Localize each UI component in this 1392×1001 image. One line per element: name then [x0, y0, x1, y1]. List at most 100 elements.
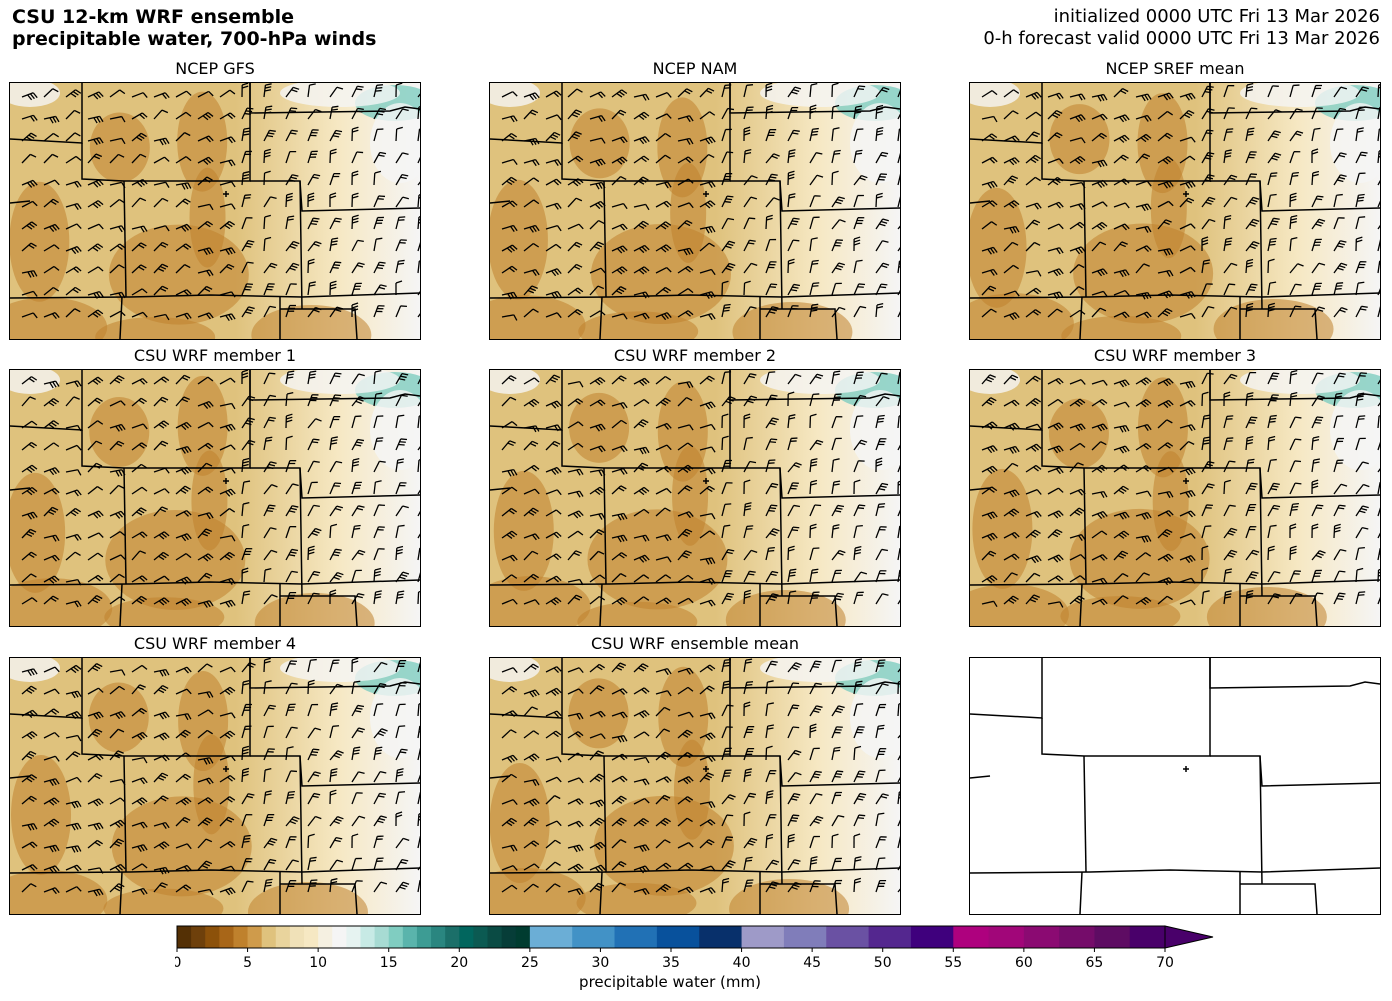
wind-barb [1091, 290, 1108, 297]
wind-barb [831, 196, 845, 208]
state-border [249, 658, 420, 689]
wind-barb [501, 375, 517, 385]
wind-barb [131, 112, 148, 120]
wind-barb [285, 283, 297, 296]
wind-barb [1333, 392, 1343, 407]
wind-barb [1069, 264, 1085, 274]
colorbar-swatch [1023, 926, 1060, 948]
wind-barb [633, 554, 650, 563]
colorbar-swatch [402, 926, 418, 948]
wind-barb [1113, 424, 1130, 433]
wind-barb [241, 171, 250, 186]
wind-barb [219, 402, 236, 410]
wind-barb [523, 753, 540, 762]
wind-barb [1135, 552, 1152, 561]
wind-barb [43, 312, 60, 320]
wind-barb [897, 728, 900, 739]
wind-barb [131, 777, 148, 785]
wind-barbs [501, 658, 900, 896]
wind-barb [1201, 259, 1211, 274]
wind-barb [523, 689, 540, 698]
wind-barb [263, 790, 272, 805]
wind-barb [787, 239, 800, 252]
wind-barb [87, 309, 104, 318]
wind-barb [417, 546, 420, 561]
dry-area [576, 883, 697, 914]
wind-barb [351, 549, 366, 561]
wind-barb [523, 177, 540, 186]
wind-barb [153, 841, 170, 850]
wind-barb [567, 263, 583, 274]
wind-barb [981, 285, 997, 296]
wind-barb [853, 571, 868, 583]
wind-barb [809, 793, 823, 805]
wind-barb [611, 711, 628, 719]
wind-barb [589, 423, 606, 432]
wind-barb [743, 239, 756, 252]
wind-barb [87, 266, 104, 274]
wind-barb [373, 460, 386, 473]
wind-barb [1333, 437, 1344, 451]
colorbar-swatch [614, 926, 658, 948]
wind-barb [109, 400, 126, 407]
wind-barb [285, 703, 296, 717]
colorbar-swatch [953, 926, 990, 948]
wind-barb [329, 172, 341, 186]
wind-barbs [21, 83, 420, 322]
wind-barb [131, 423, 148, 430]
wind-barb [589, 529, 605, 539]
wind-barb [743, 413, 751, 429]
wind-barb [743, 589, 751, 605]
wind-barb [611, 512, 628, 521]
wind-barb [307, 545, 315, 561]
wind-barb [65, 845, 82, 853]
colorbar-swatch [332, 926, 347, 948]
wind-barb [567, 798, 584, 806]
wind-barb [329, 659, 340, 673]
wind-barb [197, 600, 214, 608]
wind-barb [87, 773, 103, 783]
wind-barb [1245, 458, 1255, 473]
moist-area [370, 103, 420, 183]
wind-barb [1289, 482, 1302, 495]
wind-barb [633, 155, 650, 164]
wind-barb [853, 877, 862, 893]
wind-barb [765, 814, 777, 827]
wind-barb [131, 844, 148, 853]
wind-barb [1355, 86, 1369, 98]
colorbar-tick-label: 5 [243, 955, 252, 971]
wind-barb [285, 660, 297, 673]
wind-barb [721, 195, 734, 208]
wind-barb [501, 667, 518, 674]
wind-barb [241, 590, 251, 605]
wind-barb [87, 552, 104, 561]
state-border [970, 487, 991, 491]
wind-barb [395, 659, 407, 673]
wind-barb [21, 551, 37, 561]
wind-barb [897, 370, 900, 385]
wind-barb [1025, 91, 1042, 100]
wind-barb [655, 154, 671, 164]
wind-barb [809, 815, 824, 827]
wind-barb [567, 398, 584, 407]
state-border [1079, 583, 1083, 626]
wind-barb [153, 821, 170, 829]
dry-area [95, 316, 216, 339]
wind-barb [1003, 264, 1019, 274]
wind-barb [743, 196, 758, 208]
wind-barb [633, 136, 650, 145]
dry-area [970, 187, 1027, 308]
wind-barb [567, 241, 583, 252]
title-line-2: precipitable water, 700-hPa winds [12, 28, 377, 50]
wind-barb [611, 419, 627, 429]
colorbar-swatch [826, 926, 870, 948]
wind-barb [501, 265, 518, 274]
wind-barb [655, 507, 671, 517]
wind-barb [1179, 490, 1196, 498]
wind-barb [1377, 482, 1380, 495]
wind-barb [1289, 416, 1302, 429]
wind-barb [501, 884, 518, 893]
wind-barb [787, 106, 799, 120]
wind-barb [373, 480, 382, 495]
wind-barb [523, 308, 539, 318]
